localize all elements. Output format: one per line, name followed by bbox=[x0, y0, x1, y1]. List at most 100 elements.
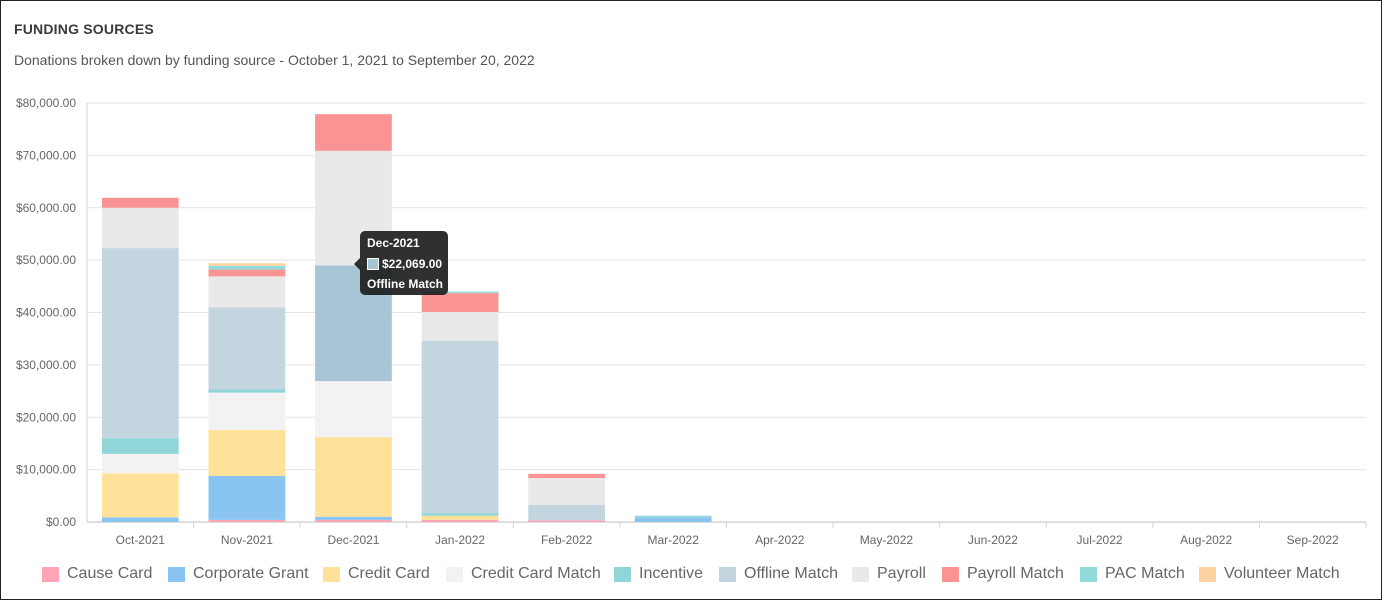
bar-segment[interactable] bbox=[101, 197, 179, 208]
x-tick-label: Aug-2022 bbox=[1180, 533, 1232, 547]
bar-segment[interactable] bbox=[315, 519, 392, 522]
y-tick-label: $30,000.00 bbox=[16, 358, 76, 372]
legend-swatch bbox=[614, 566, 631, 582]
bar-segment[interactable] bbox=[528, 520, 605, 522]
bar-segment[interactable] bbox=[101, 207, 179, 249]
bar-segment[interactable] bbox=[634, 517, 712, 522]
legend-swatch bbox=[1080, 566, 1097, 582]
bar-segment[interactable] bbox=[315, 437, 392, 517]
x-tick-label: Nov-2021 bbox=[221, 533, 273, 547]
x-tick-label: Jan-2022 bbox=[435, 533, 485, 547]
bar-segment[interactable] bbox=[208, 276, 286, 308]
bar-segment[interactable] bbox=[208, 429, 286, 476]
x-tick-label: Apr-2022 bbox=[755, 533, 805, 547]
bar-segment[interactable] bbox=[101, 248, 179, 439]
bar-segment[interactable] bbox=[101, 453, 179, 474]
legend-item[interactable]: Credit Card Match bbox=[446, 563, 601, 585]
bar-segment[interactable] bbox=[101, 473, 179, 518]
tooltip-series: Offline Match bbox=[367, 277, 444, 291]
legend-label: PAC Match bbox=[1105, 565, 1185, 582]
tooltip-title: Dec-2021 bbox=[367, 236, 420, 250]
legend-label: Payroll Match bbox=[967, 565, 1064, 582]
tooltip-swatch bbox=[367, 258, 379, 270]
x-tick-label: Feb-2022 bbox=[541, 533, 593, 547]
bar-segment[interactable] bbox=[421, 311, 499, 341]
legend-item[interactable]: Volunteer Match bbox=[1199, 563, 1340, 585]
bar-segment[interactable] bbox=[421, 293, 499, 312]
bar-segment[interactable] bbox=[208, 475, 286, 520]
legend-swatch bbox=[942, 566, 959, 582]
legend-swatch bbox=[852, 566, 869, 582]
x-tick-label: May-2022 bbox=[860, 533, 914, 547]
y-tick-label: $50,000.00 bbox=[16, 253, 76, 267]
legend-item[interactable]: Incentive bbox=[614, 563, 703, 585]
legend-item[interactable]: Payroll bbox=[852, 563, 926, 585]
bar-segment[interactable] bbox=[208, 269, 286, 277]
chart-subtitle: Donations broken down by funding source … bbox=[14, 52, 535, 68]
x-tick-label: Sep-2022 bbox=[1287, 533, 1339, 547]
y-axis-ticks: $0.00 $10,000.00 $20,000.00 $30,000.00 $40,0… bbox=[16, 96, 76, 529]
legend-item[interactable]: Cause Card bbox=[42, 563, 152, 585]
legend-label: Cause Card bbox=[67, 565, 153, 582]
legend-label: Credit Card Match bbox=[471, 565, 601, 582]
bar-segment[interactable] bbox=[421, 340, 499, 514]
bar-segment[interactable] bbox=[421, 513, 499, 516]
legend-label: Volunteer Match bbox=[1224, 565, 1340, 582]
tooltip-value-row: $22,069.00 bbox=[367, 257, 442, 271]
bar-segment[interactable] bbox=[528, 478, 605, 505]
bar-segment[interactable] bbox=[208, 392, 286, 430]
chart-title: FUNDING SOURCES bbox=[14, 21, 154, 37]
legend-label: Payroll bbox=[877, 565, 926, 582]
bar-segment[interactable] bbox=[528, 473, 605, 479]
legend-swatch bbox=[323, 566, 340, 582]
legend-swatch bbox=[446, 566, 463, 582]
chart-tooltip: Dec-2021 $22,069.00 Offline Match bbox=[354, 231, 448, 295]
bar-segment[interactable] bbox=[421, 515, 499, 520]
y-tick-label: $70,000.00 bbox=[16, 148, 76, 162]
y-tick-label: $60,000.00 bbox=[16, 201, 76, 215]
y-tick-label: $40,000.00 bbox=[16, 306, 76, 320]
bar-segment[interactable] bbox=[208, 519, 286, 522]
bar-segment[interactable] bbox=[634, 515, 712, 518]
x-tick-label: Oct-2021 bbox=[116, 533, 166, 547]
x-tick-label: Jul-2022 bbox=[1077, 533, 1123, 547]
legend-label: Incentive bbox=[639, 565, 704, 582]
y-tick-label: $20,000.00 bbox=[16, 410, 76, 424]
grid-lines bbox=[86, 102, 1367, 528]
bars bbox=[101, 114, 712, 522]
chart-legend: Cause Card Corporate Grant Credit Card Cred… bbox=[0, 563, 1380, 587]
bar-segment[interactable] bbox=[208, 389, 286, 393]
legend-item[interactable]: PAC Match bbox=[1080, 563, 1185, 585]
legend-label: Corporate Grant bbox=[193, 565, 309, 582]
legend-label: Credit Card bbox=[348, 565, 430, 582]
legend-swatch bbox=[42, 566, 59, 582]
legend-item[interactable]: Offline Match bbox=[719, 563, 838, 585]
tooltip-value: $22,069.00 bbox=[382, 257, 443, 271]
legend-item[interactable]: Corporate Grant bbox=[168, 563, 309, 585]
bar-segment[interactable] bbox=[315, 516, 392, 520]
bar-segment[interactable] bbox=[208, 263, 286, 266]
y-tick-label: $80,000.00 bbox=[16, 96, 76, 110]
y-tick-label: $0.00 bbox=[46, 515, 76, 529]
legend-item[interactable]: Payroll Match bbox=[942, 563, 1064, 585]
bar-segment[interactable] bbox=[421, 519, 499, 522]
bar-segment[interactable] bbox=[315, 114, 392, 151]
bar-segment[interactable] bbox=[421, 291, 499, 294]
bar-segment[interactable] bbox=[101, 438, 179, 454]
stacked-bar-chart: $0.00 $10,000.00 $20,000.00 $30,000.00 $40,0… bbox=[16, 96, 1367, 547]
legend-swatch bbox=[168, 566, 185, 582]
bar-segment[interactable] bbox=[315, 381, 392, 438]
y-tick-label: $10,000.00 bbox=[16, 463, 76, 477]
bar-segment[interactable] bbox=[528, 504, 605, 521]
legend-swatch bbox=[1199, 566, 1216, 582]
legend-item[interactable]: Credit Card bbox=[323, 563, 430, 585]
x-tick-label: Jun-2022 bbox=[968, 533, 1018, 547]
x-axis-ticks: Oct-2021 Nov-2021 Dec-2021 Jan-2022 Feb-2022… bbox=[116, 533, 1339, 547]
x-tick-label: Dec-2021 bbox=[327, 533, 379, 547]
legend-label: Offline Match bbox=[744, 565, 838, 582]
x-tick-label: Mar-2022 bbox=[648, 533, 700, 547]
bar-segment[interactable] bbox=[208, 307, 286, 390]
bar-segment[interactable] bbox=[101, 517, 179, 522]
bar-segment[interactable] bbox=[208, 265, 286, 270]
legend-swatch bbox=[719, 566, 736, 582]
